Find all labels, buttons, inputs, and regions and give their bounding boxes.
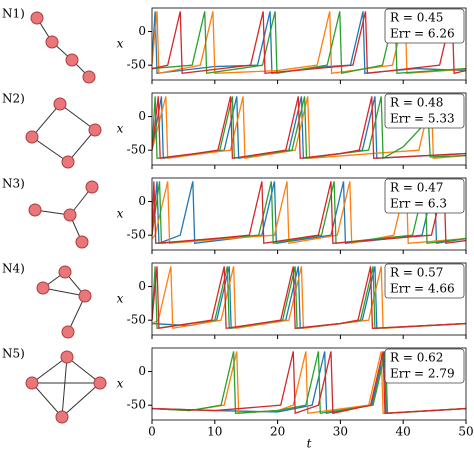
edge [67, 295, 86, 333]
edge [61, 356, 68, 418]
networks [25, 11, 107, 424]
series-line [152, 351, 466, 415]
y-axis-label: x [117, 37, 124, 51]
annotation-box [384, 93, 465, 129]
node [45, 35, 59, 49]
x-tick-label: 10 [207, 425, 222, 439]
series-line [152, 266, 466, 330]
annotation: Err = 4.66 [390, 282, 455, 296]
network-n5 [25, 350, 107, 424]
series-line [152, 181, 466, 245]
lines [152, 266, 466, 330]
y-tick-label: 0 [138, 109, 146, 123]
panel-label: N3) [2, 177, 25, 191]
lines [152, 96, 466, 160]
series-line [152, 266, 466, 330]
y-tick-label: 0 [138, 194, 146, 208]
series-line [152, 96, 466, 160]
node [88, 123, 102, 137]
annotation-box [384, 263, 465, 299]
node [55, 410, 69, 424]
network-n4 [36, 265, 92, 339]
y-tick-label: -50 [127, 313, 146, 327]
edge [31, 103, 96, 163]
node [25, 376, 39, 390]
y-tick-label: -50 [127, 143, 146, 157]
axes-frame [151, 262, 467, 336]
y-tick-label: 0 [138, 24, 146, 38]
axes-frame [151, 7, 467, 81]
edge [41, 271, 87, 297]
annotation: Err = 6.26 [390, 27, 455, 41]
panel-label: N4) [2, 262, 25, 276]
network-n3 [28, 180, 99, 249]
y-axis-label: x [117, 292, 124, 306]
network-n1 [30, 11, 96, 84]
panel-label: N5) [2, 347, 25, 361]
node [75, 235, 89, 249]
axes-frame [151, 347, 467, 421]
panel-label: N1) [2, 7, 25, 21]
panel-label: N2) [2, 92, 25, 106]
x-tick-label: 0 [148, 425, 156, 439]
annotation: R = 0.47 [390, 181, 443, 195]
axes-frame [151, 92, 467, 166]
annotation: Err = 5.33 [390, 112, 455, 126]
annotation-box [384, 178, 465, 214]
node [63, 208, 77, 222]
annotation: R = 0.57 [390, 266, 443, 280]
node [65, 53, 79, 67]
series-line [152, 266, 466, 330]
x-tick-label: 20 [270, 425, 285, 439]
x-axis-label: t [307, 437, 312, 451]
node [78, 289, 92, 303]
annotation: Err = 2.79 [390, 367, 455, 381]
y-tick-label: 0 [138, 279, 146, 293]
annotation-box [384, 8, 465, 44]
y-tick-label: -50 [127, 228, 146, 242]
annotation-box [384, 348, 465, 384]
node [61, 325, 75, 339]
node [53, 97, 67, 111]
node [82, 70, 96, 84]
y-axis-label: x [117, 122, 124, 136]
node [85, 180, 99, 194]
node [93, 376, 107, 390]
y-tick-label: -50 [127, 58, 146, 72]
y-axis-label: x [117, 207, 124, 221]
node [36, 281, 50, 295]
annotation: R = 0.45 [390, 11, 443, 25]
node [28, 203, 42, 217]
axes-frame [151, 177, 467, 251]
x-tick-label: 40 [396, 425, 411, 439]
network-n2 [25, 97, 102, 169]
y-tick-label: -50 [127, 398, 146, 412]
node [30, 11, 44, 25]
node [61, 155, 75, 169]
y-tick-label: 0 [138, 364, 146, 378]
annotation: Err = 6.3 [390, 197, 447, 211]
node [58, 265, 72, 279]
x-tick-label: 30 [333, 425, 348, 439]
annotation: R = 0.48 [390, 96, 443, 110]
node [60, 350, 74, 364]
node [25, 130, 39, 144]
series-line [152, 351, 466, 415]
y-axis-label: x [117, 377, 124, 391]
annotation: R = 0.62 [390, 351, 443, 365]
x-tick-label: 50 [458, 425, 473, 439]
